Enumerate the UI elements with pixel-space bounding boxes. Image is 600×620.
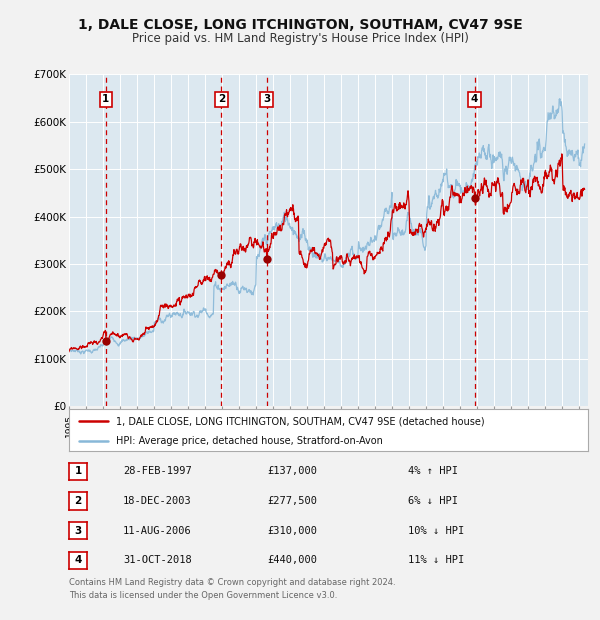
Text: 11% ↓ HPI: 11% ↓ HPI: [408, 556, 464, 565]
Text: 31-OCT-2018: 31-OCT-2018: [123, 556, 192, 565]
Text: 4: 4: [471, 94, 478, 104]
Text: 2: 2: [74, 496, 82, 506]
Text: 6% ↓ HPI: 6% ↓ HPI: [408, 496, 458, 506]
Text: Contains HM Land Registry data © Crown copyright and database right 2024.: Contains HM Land Registry data © Crown c…: [69, 578, 395, 588]
Text: 3: 3: [74, 526, 82, 536]
Text: Price paid vs. HM Land Registry's House Price Index (HPI): Price paid vs. HM Land Registry's House …: [131, 32, 469, 45]
Text: 11-AUG-2006: 11-AUG-2006: [123, 526, 192, 536]
Text: 1, DALE CLOSE, LONG ITCHINGTON, SOUTHAM, CV47 9SE (detached house): 1, DALE CLOSE, LONG ITCHINGTON, SOUTHAM,…: [116, 416, 484, 426]
Text: 3: 3: [263, 94, 270, 104]
Text: This data is licensed under the Open Government Licence v3.0.: This data is licensed under the Open Gov…: [69, 591, 337, 600]
Text: 1: 1: [102, 94, 109, 104]
Text: 1, DALE CLOSE, LONG ITCHINGTON, SOUTHAM, CV47 9SE: 1, DALE CLOSE, LONG ITCHINGTON, SOUTHAM,…: [77, 18, 523, 32]
Text: 18-DEC-2003: 18-DEC-2003: [123, 496, 192, 506]
Text: £440,000: £440,000: [267, 556, 317, 565]
Text: 10% ↓ HPI: 10% ↓ HPI: [408, 526, 464, 536]
Text: £277,500: £277,500: [267, 496, 317, 506]
Text: 2: 2: [218, 94, 225, 104]
Text: 1: 1: [74, 466, 82, 476]
Text: £137,000: £137,000: [267, 466, 317, 476]
Text: 4: 4: [74, 556, 82, 565]
Text: HPI: Average price, detached house, Stratford-on-Avon: HPI: Average price, detached house, Stra…: [116, 436, 383, 446]
Text: 4% ↑ HPI: 4% ↑ HPI: [408, 466, 458, 476]
Text: 28-FEB-1997: 28-FEB-1997: [123, 466, 192, 476]
Text: £310,000: £310,000: [267, 526, 317, 536]
